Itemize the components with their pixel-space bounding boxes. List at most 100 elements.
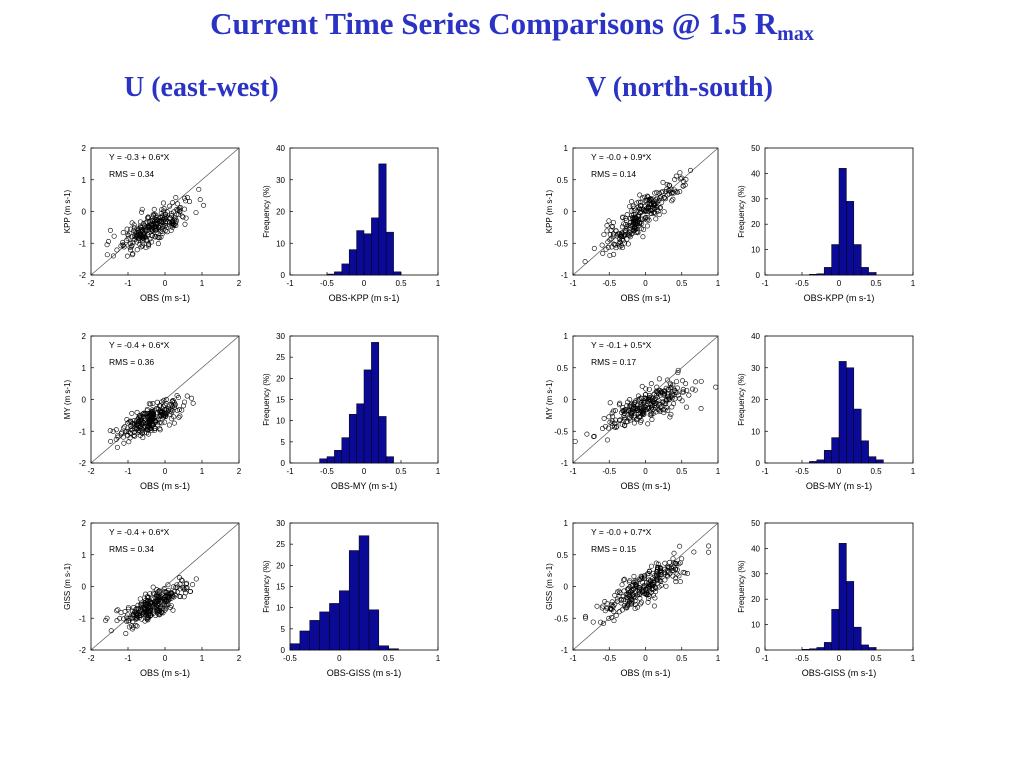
data-point: [167, 215, 173, 221]
data-point: [706, 543, 712, 549]
data-point: [145, 617, 151, 623]
y-tick-label: 10: [751, 621, 760, 630]
one-to-one-line: [572, 522, 719, 651]
data-point: [610, 219, 616, 225]
y-tick-label: 40: [276, 144, 285, 153]
data-point: [601, 232, 607, 238]
data-point: [654, 392, 660, 398]
data-point: [675, 370, 681, 376]
histogram-bar: [348, 414, 357, 464]
x-tick-label: 0: [362, 467, 367, 476]
x-tick-label: 0: [643, 467, 648, 476]
data-point: [154, 599, 160, 605]
data-point: [126, 615, 132, 621]
data-point: [183, 585, 189, 591]
y-tick-label: 30: [751, 570, 760, 579]
data-point: [663, 188, 669, 194]
data-point: [674, 189, 680, 195]
data-point: [631, 208, 637, 214]
data-point: [616, 418, 622, 424]
data-point: [135, 228, 141, 234]
data-point: [642, 194, 648, 200]
histogram-bar: [341, 263, 350, 276]
histogram-bar: [378, 645, 389, 651]
data-point: [624, 403, 630, 409]
x-tick-label: 0.5: [676, 654, 688, 663]
data-point: [664, 186, 670, 192]
title-subscript: max: [777, 23, 814, 45]
y-tick-label: 0: [756, 271, 761, 280]
data-point: [167, 219, 173, 225]
data-point: [637, 590, 643, 596]
data-point: [146, 215, 152, 221]
y-tick-label: 0: [564, 396, 569, 405]
data-point: [632, 581, 638, 587]
data-point: [630, 582, 636, 588]
data-point: [136, 415, 142, 421]
x-tick-label: 0.5: [870, 279, 882, 288]
data-point: [143, 597, 149, 603]
data-point: [678, 176, 684, 182]
data-point: [159, 409, 165, 415]
data-point: [666, 559, 672, 565]
y-tick-label: -0.5: [554, 614, 568, 623]
data-point: [632, 606, 638, 612]
data-point: [626, 579, 632, 585]
data-point: [657, 204, 663, 210]
data-point: [653, 560, 659, 566]
data-point: [650, 210, 656, 216]
data-point: [677, 579, 683, 585]
y-axis-label: Frequency (%): [737, 560, 746, 613]
data-point: [639, 410, 645, 416]
data-point: [609, 224, 615, 230]
data-point: [637, 192, 643, 198]
data-point: [666, 191, 672, 197]
data-point: [660, 179, 666, 185]
data-point: [137, 219, 143, 225]
data-point: [672, 389, 678, 395]
histogram-bar: [860, 267, 869, 276]
data-point: [637, 414, 643, 420]
data-point: [632, 217, 638, 223]
data-point: [601, 416, 607, 422]
regression-equation: Y = -0.3 + 0.6*X: [109, 152, 170, 162]
y-tick-label: 20: [751, 595, 760, 604]
data-point: [675, 392, 681, 398]
y-tick-label: -1: [79, 239, 87, 248]
data-point: [670, 556, 676, 562]
data-point: [606, 218, 612, 224]
data-point: [163, 228, 169, 234]
histogram-bar: [853, 626, 862, 651]
data-point: [662, 571, 668, 577]
data-point: [637, 206, 643, 212]
data-point: [181, 195, 187, 201]
rms-label: RMS = 0.15: [591, 544, 636, 554]
data-point: [631, 205, 637, 211]
data-point: [674, 385, 680, 391]
data-point: [662, 196, 668, 202]
data-point: [680, 378, 686, 384]
data-point: [130, 239, 136, 245]
y-tick-label: 0: [756, 459, 761, 468]
data-point: [618, 234, 624, 240]
data-point: [133, 420, 139, 426]
data-point: [159, 207, 165, 213]
data-point: [634, 200, 640, 206]
data-point: [639, 409, 645, 415]
data-point: [136, 229, 142, 235]
data-point: [642, 215, 648, 221]
data-point: [683, 381, 689, 387]
histogram-panel-8: [764, 335, 914, 464]
data-point: [172, 402, 178, 408]
data-point: [667, 396, 673, 402]
data-point: [634, 416, 640, 422]
data-point: [611, 609, 617, 615]
x-tick-label: 2: [237, 279, 242, 288]
data-point: [152, 234, 158, 240]
data-point: [638, 395, 644, 401]
y-tick-label: 20: [751, 396, 760, 405]
histogram-bar: [846, 581, 855, 651]
histogram-bar: [809, 273, 818, 276]
data-point: [104, 242, 110, 248]
data-point: [610, 413, 616, 419]
